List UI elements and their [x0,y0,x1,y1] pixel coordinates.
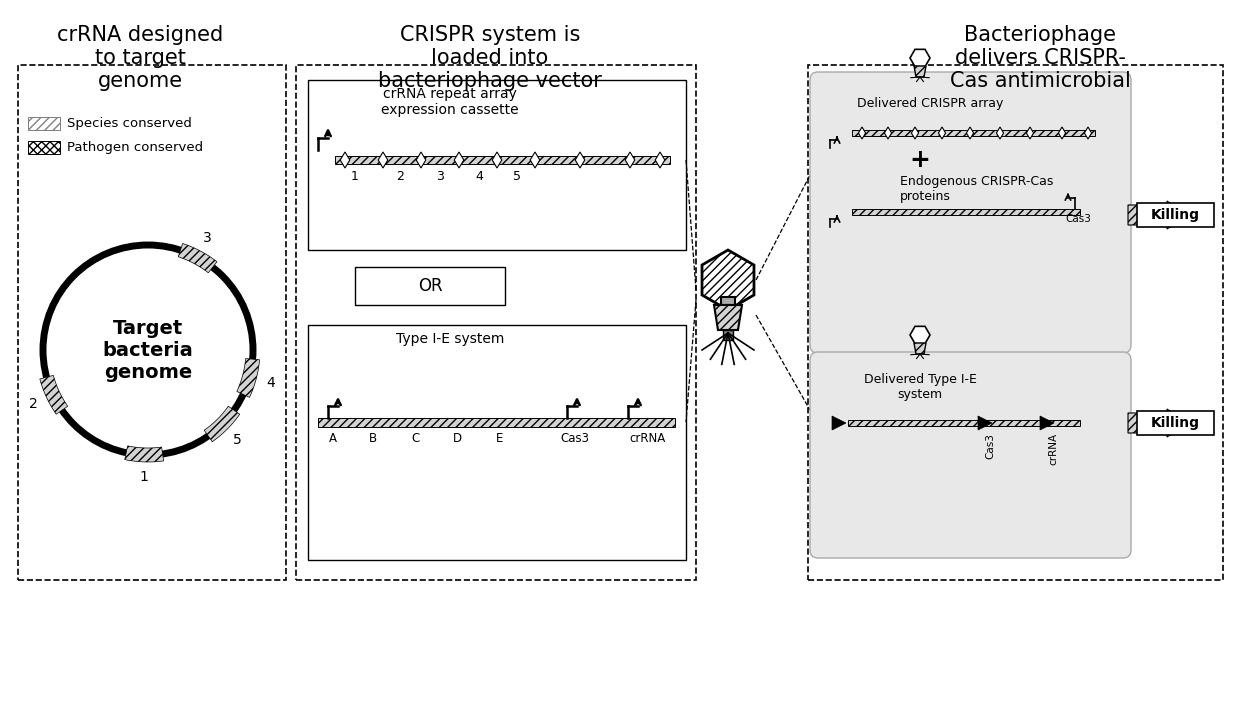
Text: 5: 5 [233,433,242,447]
Text: Target
bacteria
genome: Target bacteria genome [103,319,193,381]
FancyBboxPatch shape [335,156,670,164]
Polygon shape [939,127,946,139]
FancyBboxPatch shape [1137,411,1214,435]
Polygon shape [417,152,425,168]
Text: Killing: Killing [1151,208,1199,222]
FancyBboxPatch shape [308,80,686,250]
FancyBboxPatch shape [308,325,686,560]
Text: D: D [453,432,461,445]
FancyBboxPatch shape [808,65,1223,580]
Polygon shape [492,152,502,168]
Polygon shape [1027,127,1034,139]
Polygon shape [966,127,973,139]
FancyBboxPatch shape [29,141,60,154]
Text: 3: 3 [203,231,212,245]
Text: Killing: Killing [1151,416,1199,430]
Polygon shape [997,127,1003,139]
Polygon shape [910,49,930,67]
Polygon shape [125,446,164,462]
Text: Species conserved: Species conserved [67,117,192,130]
Text: A: A [329,432,337,445]
FancyBboxPatch shape [810,72,1131,353]
Polygon shape [911,127,919,139]
Text: Cas3: Cas3 [560,432,589,445]
Text: crRNA designed
to target
genome: crRNA designed to target genome [57,25,223,92]
Text: E: E [496,432,503,445]
Text: Type I-E system: Type I-E system [396,332,505,346]
Polygon shape [378,152,388,168]
FancyBboxPatch shape [29,117,60,130]
Text: 2: 2 [396,170,404,183]
Polygon shape [575,152,585,168]
Polygon shape [832,416,846,430]
Text: Bacteriophage
delivers CRISPR-
Cas antimicrobial: Bacteriophage delivers CRISPR- Cas antim… [950,25,1131,92]
FancyBboxPatch shape [19,65,286,580]
Text: crRNA: crRNA [630,432,666,445]
Text: 4: 4 [267,376,275,390]
Polygon shape [914,343,926,354]
Text: C: C [410,432,419,445]
FancyArrow shape [1128,201,1188,229]
FancyBboxPatch shape [1137,203,1214,227]
Polygon shape [531,152,539,168]
Polygon shape [454,152,464,168]
Text: crRNA repeat array
expression cassette: crRNA repeat array expression cassette [381,87,518,117]
FancyBboxPatch shape [852,209,1080,215]
Polygon shape [340,152,350,168]
FancyBboxPatch shape [848,420,1080,426]
Polygon shape [655,152,665,168]
Polygon shape [858,127,866,139]
Polygon shape [978,416,992,430]
Polygon shape [914,66,926,77]
FancyBboxPatch shape [355,267,505,305]
Text: Pathogen conserved: Pathogen conserved [67,141,203,154]
Polygon shape [1059,127,1065,139]
FancyBboxPatch shape [296,65,696,580]
FancyBboxPatch shape [720,297,735,305]
Polygon shape [910,326,930,343]
Text: 1: 1 [351,170,358,183]
Polygon shape [179,243,217,273]
Polygon shape [714,305,742,330]
Polygon shape [625,152,635,168]
Text: OR: OR [418,277,443,295]
Text: Delivered Type I-E
system: Delivered Type I-E system [863,373,976,401]
Text: Endogenous CRISPR-Cas
proteins: Endogenous CRISPR-Cas proteins [900,175,1053,203]
FancyBboxPatch shape [317,417,675,427]
Text: Cas3: Cas3 [1065,214,1091,224]
Text: 2: 2 [29,397,37,411]
Text: 3: 3 [436,170,444,183]
Text: 4: 4 [475,170,482,183]
Text: crRNA: crRNA [1048,433,1058,465]
Polygon shape [237,359,259,398]
FancyBboxPatch shape [852,130,1095,136]
Text: 5: 5 [513,170,521,183]
Text: 1: 1 [139,470,148,484]
FancyArrow shape [1128,409,1188,437]
Text: CRISPR system is
loaded into
bacteriophage vector: CRISPR system is loaded into bacteriopha… [378,25,601,92]
Polygon shape [40,375,68,415]
FancyBboxPatch shape [810,352,1131,558]
Text: Cas3: Cas3 [985,433,994,459]
Polygon shape [702,250,754,310]
Text: Delivered CRISPR array: Delivered CRISPR array [857,97,1003,110]
Text: +: + [910,148,930,172]
Text: B: B [370,432,377,445]
Polygon shape [1085,127,1091,139]
Polygon shape [1040,416,1054,430]
FancyBboxPatch shape [723,330,733,340]
Polygon shape [205,406,239,442]
Polygon shape [884,127,892,139]
